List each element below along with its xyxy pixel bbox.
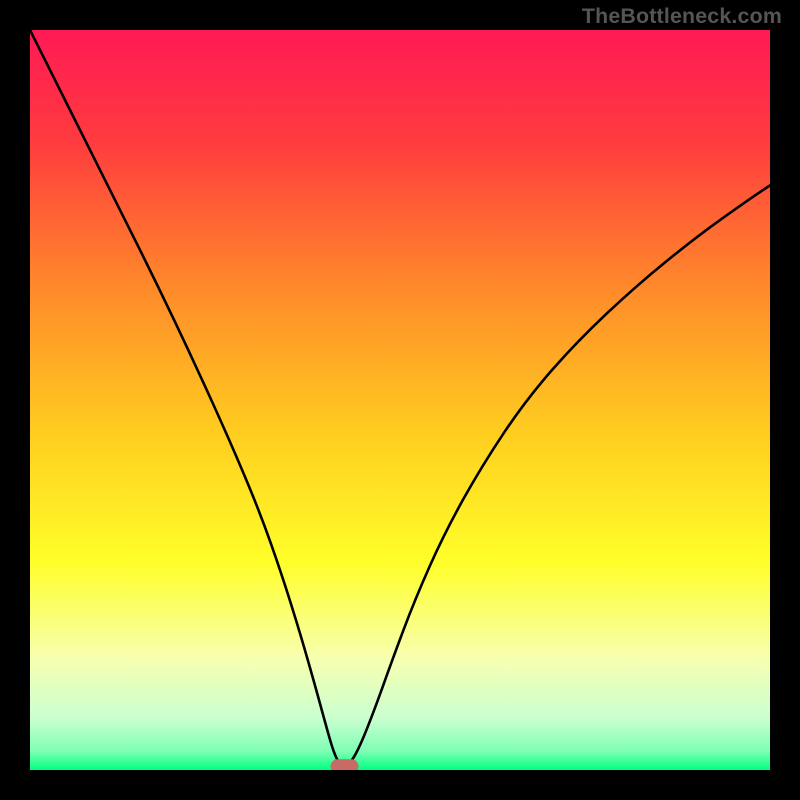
bottleneck-chart bbox=[30, 30, 770, 770]
chart-frame: TheBottleneck.com bbox=[0, 0, 800, 800]
gradient-background bbox=[30, 30, 770, 770]
optimum-marker bbox=[331, 759, 359, 770]
watermark-text: TheBottleneck.com bbox=[582, 4, 782, 29]
